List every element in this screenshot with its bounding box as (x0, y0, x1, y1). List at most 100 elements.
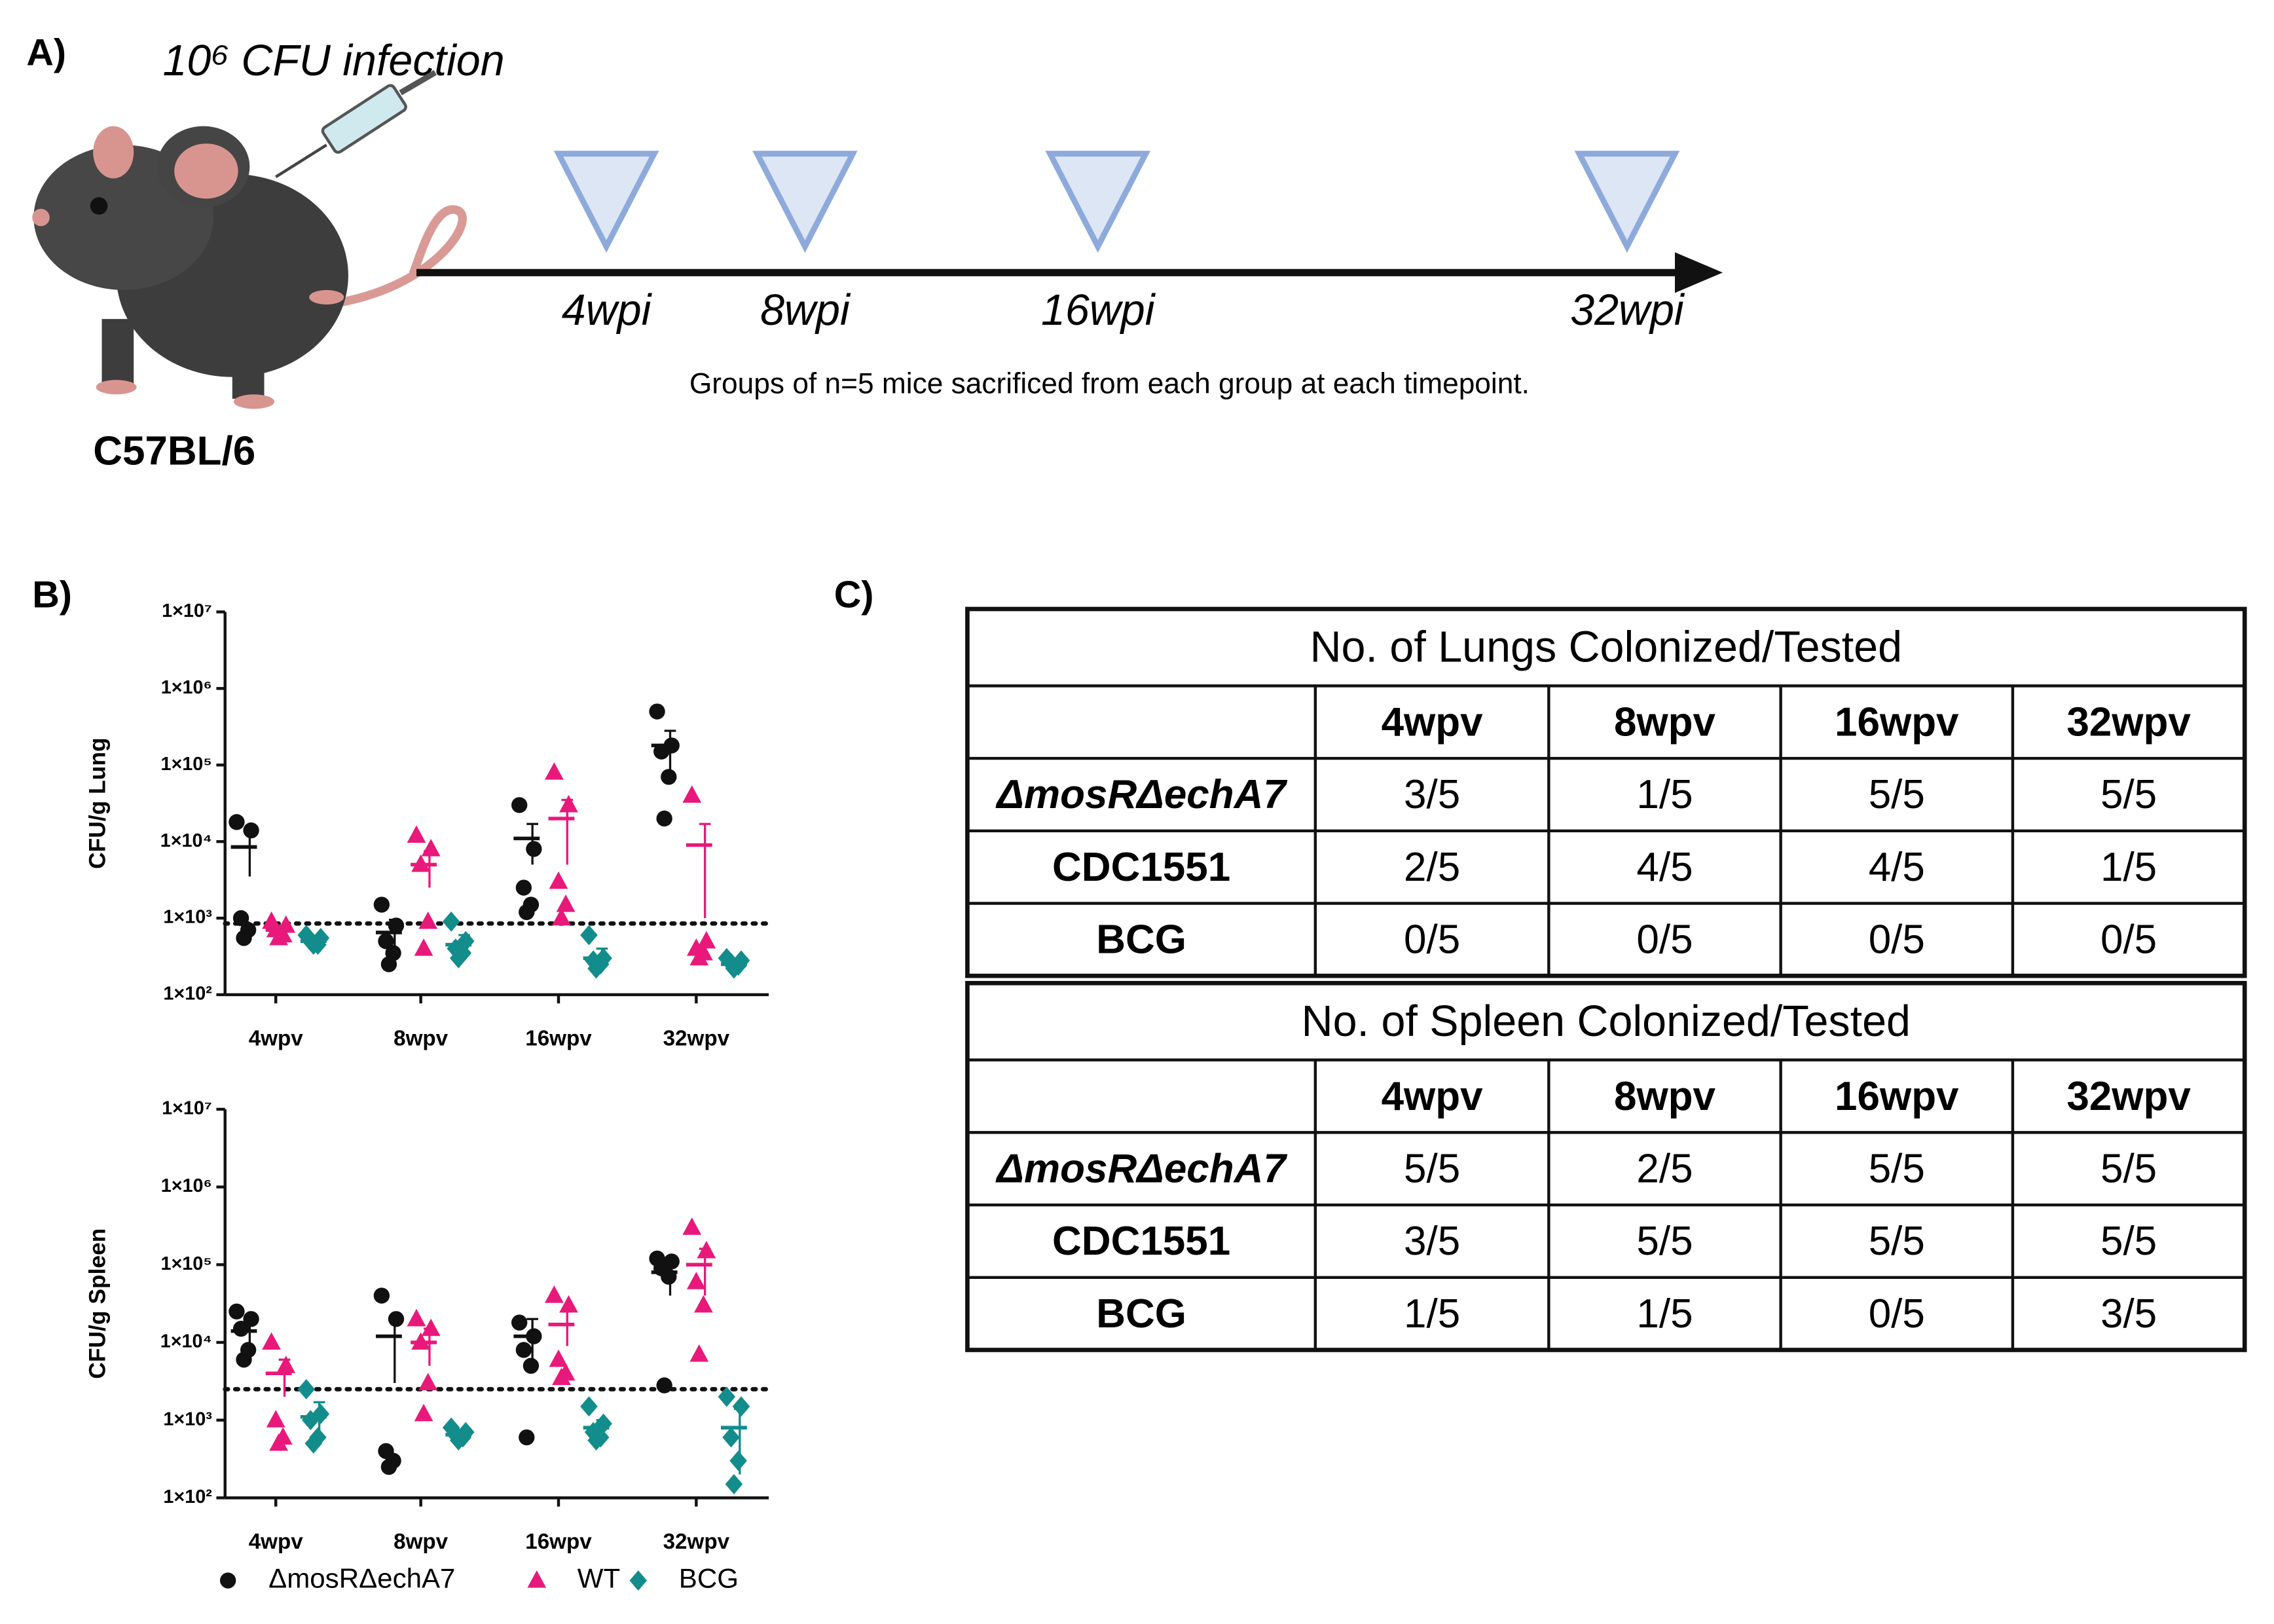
data-point (580, 1396, 598, 1417)
data-point (661, 769, 677, 785)
x-tick-label: 32wpv (663, 1530, 730, 1554)
data-point (418, 911, 438, 929)
data-point (549, 871, 568, 889)
timeline (416, 252, 1723, 293)
data-point (373, 896, 390, 913)
table-cell: 1/5 (1636, 772, 1693, 817)
y-tick-label: 1×10² (163, 1486, 211, 1507)
data-point (682, 1217, 702, 1235)
timepoint-label: 32wpi (1570, 286, 1685, 335)
data-point (519, 1429, 535, 1446)
data-point (442, 911, 460, 932)
legend-label: WT (578, 1563, 620, 1594)
x-tick-label: 16wpv (525, 1530, 592, 1554)
data-point (580, 925, 598, 946)
data-point (559, 1295, 578, 1313)
data-point (407, 1308, 426, 1327)
y-axis-label: CFU/g Lung (84, 737, 110, 869)
table-cell: 0/5 (1636, 917, 1693, 963)
data-point (556, 894, 576, 912)
table-cell: 3/5 (2100, 1291, 2157, 1337)
data-point (229, 1303, 245, 1320)
data-point (276, 1356, 296, 1373)
row-label: BCG (1096, 1291, 1186, 1337)
timepoint-label: 8wpi (760, 286, 851, 335)
data-point (243, 822, 259, 839)
data-point (269, 1433, 289, 1451)
data-point (686, 1272, 706, 1289)
table-cell: 1/5 (1404, 1291, 1460, 1337)
legend-label: BCG (679, 1563, 739, 1594)
data-point (262, 1332, 281, 1350)
y-tick-label: 1×10⁷ (162, 1098, 212, 1119)
data-point (725, 1473, 743, 1494)
y-tick-label: 1×10³ (163, 907, 211, 928)
data-point (407, 825, 426, 843)
mouse-illustration (32, 126, 467, 409)
table-cell: 0/5 (1404, 917, 1460, 963)
table-cell: 0/5 (1869, 917, 1925, 963)
y-tick-label: 1×10⁵ (160, 1253, 211, 1274)
legend-marker (629, 1570, 648, 1591)
data-point (653, 743, 670, 760)
table-cell: 2/5 (1636, 1147, 1693, 1192)
table-cell: 5/5 (1869, 1219, 1925, 1264)
data-point (414, 938, 433, 956)
table-cell: 5/5 (2100, 1147, 2157, 1192)
row-label: ΔmosRΔechA7 (995, 1147, 1287, 1192)
data-point (595, 1413, 612, 1434)
data-point (697, 931, 716, 949)
y-tick-label: 1×10⁴ (160, 1331, 212, 1352)
data-point (388, 917, 405, 934)
data-point (269, 927, 289, 946)
legend-marker (219, 1572, 236, 1589)
timepoint-marker (752, 151, 858, 253)
table-cell: 5/5 (1636, 1219, 1693, 1264)
column-header: 16wpv (1835, 700, 1959, 745)
column-header: 32wpv (2066, 1074, 2191, 1119)
data-point (380, 1458, 397, 1475)
data-point (511, 1314, 528, 1331)
timepoint-marker (553, 151, 659, 253)
table-title: No. of Spleen Colonized/Tested (1302, 997, 1911, 1046)
x-tick-label: 32wpv (663, 1026, 730, 1050)
data-point (302, 1410, 320, 1431)
data-point (519, 904, 535, 921)
table-cell: 4/5 (1869, 845, 1925, 890)
timepoint-marker (1045, 151, 1151, 253)
data-point (232, 910, 249, 927)
table-cell: 5/5 (2100, 772, 2157, 817)
data-point (297, 1378, 315, 1399)
timepoint-label: 4wpi (562, 286, 653, 335)
data-point (421, 1318, 441, 1337)
column-header: 8wpv (1614, 700, 1716, 745)
table-cell: 3/5 (1404, 772, 1460, 817)
data-point (380, 956, 397, 972)
table-cell: 1/5 (2100, 845, 2157, 890)
y-tick-label: 1×10⁵ (160, 754, 211, 775)
data-point (587, 958, 605, 979)
data-point (689, 1344, 709, 1362)
table-cell: 5/5 (1869, 1147, 1925, 1192)
row-label: CDC1551 (1052, 845, 1230, 890)
panel-label: B) (32, 574, 72, 616)
y-tick-label: 1×10⁶ (161, 1175, 212, 1196)
syringe (275, 69, 437, 179)
column-header: 32wpv (2066, 700, 2191, 745)
timepoint-marker (1574, 151, 1680, 253)
row-label: CDC1551 (1052, 1219, 1230, 1264)
y-tick-label: 1×10² (163, 984, 211, 1005)
data-point (559, 794, 578, 813)
table-cell: 5/5 (1869, 772, 1925, 817)
data-point (649, 703, 665, 720)
x-tick-label: 4wpv (249, 1530, 304, 1554)
data-point (722, 1427, 740, 1448)
data-point (689, 948, 709, 966)
y-tick-label: 1×10⁶ (161, 677, 212, 698)
table-cell: 2/5 (1404, 845, 1460, 890)
timeline-note: Groups of n=5 mice sacrificed from each … (689, 368, 1530, 400)
injection-label: 10⁶ CFU infection (163, 37, 505, 85)
data-point (236, 1352, 252, 1368)
data-point (729, 1450, 747, 1471)
